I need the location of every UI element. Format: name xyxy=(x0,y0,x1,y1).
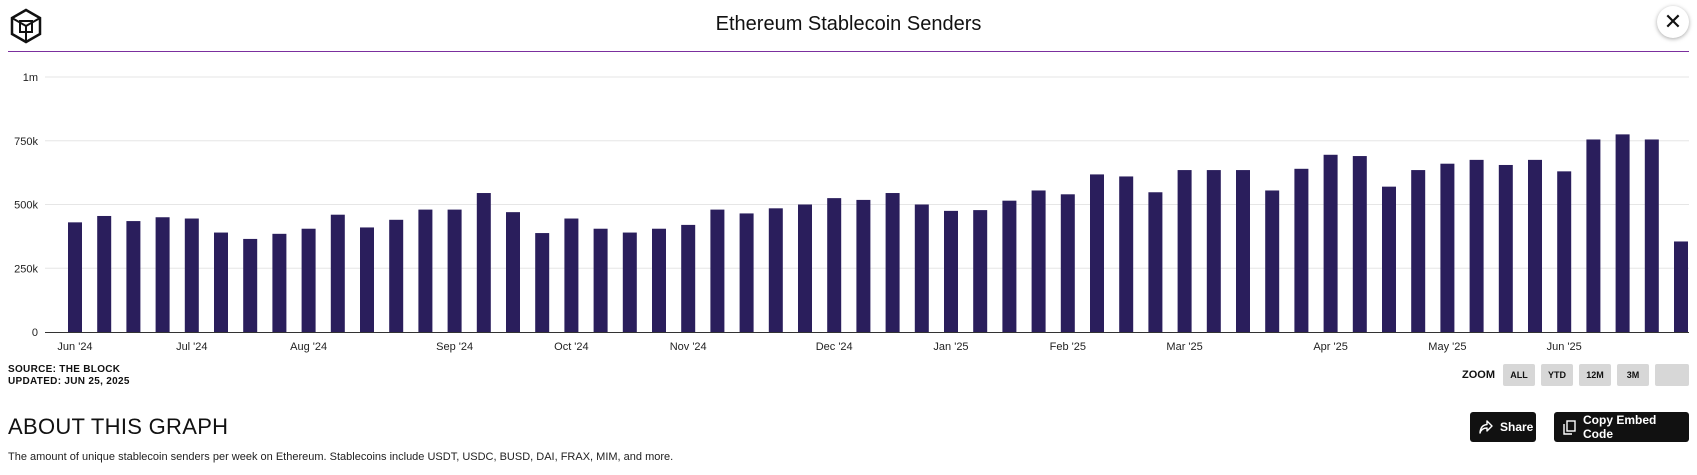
copy-embed-label: Copy Embed Code xyxy=(1583,413,1657,441)
bar[interactable] xyxy=(1031,190,1046,332)
bar[interactable] xyxy=(1090,174,1104,332)
share-icon xyxy=(1479,420,1493,434)
bar[interactable] xyxy=(1382,186,1396,332)
bar[interactable] xyxy=(1060,194,1075,332)
x-tick-label: Dec '24 xyxy=(816,341,853,353)
zoom-label: ZOOM xyxy=(1462,369,1495,381)
zoom-custom-button[interactable] xyxy=(1655,364,1689,386)
bar[interactable] xyxy=(798,204,812,333)
close-icon: ✕ xyxy=(1663,9,1683,34)
bar[interactable] xyxy=(126,221,141,332)
bar[interactable] xyxy=(1411,170,1426,332)
title-divider xyxy=(8,51,1689,52)
bar[interactable] xyxy=(739,213,754,332)
bar[interactable] xyxy=(360,227,374,332)
bar[interactable] xyxy=(155,217,170,332)
bar[interactable] xyxy=(768,208,783,332)
bar[interactable] xyxy=(1265,190,1280,332)
x-tick-label: Aug '24 xyxy=(290,341,327,353)
x-tick-label: Feb '25 xyxy=(1050,341,1086,353)
x-tick-label: Nov '24 xyxy=(670,341,707,353)
y-tick-label: 1m xyxy=(23,72,38,84)
y-tick-label: 250k xyxy=(14,263,38,275)
bar[interactable] xyxy=(68,222,82,332)
bar[interactable] xyxy=(1586,139,1601,332)
bar[interactable] xyxy=(418,209,433,332)
bar[interactable] xyxy=(1440,163,1455,332)
bar[interactable] xyxy=(447,209,462,332)
zoom-3m-button[interactable]: 3M xyxy=(1617,364,1649,386)
bar[interactable] xyxy=(856,199,871,332)
bar[interactable] xyxy=(827,198,842,332)
bar-chart: 0 250k 500k 750k 1m Jun '24 Jul '24 Aug '24 Sep … xyxy=(14,72,1689,353)
bar[interactable] xyxy=(885,193,900,332)
about-description: The amount of unique stablecoin senders … xyxy=(8,451,674,463)
bar[interactable] xyxy=(1002,200,1017,332)
about-title: ABOUT THIS GRAPH xyxy=(8,414,229,439)
bar[interactable] xyxy=(330,214,345,332)
x-tick-label: Jun '24 xyxy=(57,341,92,353)
bar[interactable] xyxy=(1352,156,1367,332)
bar[interactable] xyxy=(476,193,491,332)
bar[interactable] xyxy=(622,232,637,332)
bar[interactable] xyxy=(535,233,550,332)
bar[interactable] xyxy=(1236,170,1250,332)
bar[interactable] xyxy=(97,215,112,332)
zoom-controls: ZOOM ALL YTD 12M 3M xyxy=(1462,364,1689,386)
bar[interactable] xyxy=(243,238,258,332)
bar[interactable] xyxy=(944,210,958,332)
share-button[interactable]: Share xyxy=(1470,412,1536,442)
bar[interactable] xyxy=(506,212,520,332)
share-label: Share xyxy=(1500,420,1534,434)
bar[interactable] xyxy=(301,228,316,332)
bar[interactable] xyxy=(593,228,608,332)
x-tick-label: Oct '24 xyxy=(554,341,589,353)
bar[interactable] xyxy=(1323,154,1338,332)
zoom-12m-button[interactable]: 12M xyxy=(1579,364,1611,386)
bar[interactable] xyxy=(914,204,929,333)
bar[interactable] xyxy=(1498,164,1513,332)
bar[interactable] xyxy=(1674,241,1688,332)
bar[interactable] xyxy=(1528,159,1542,332)
copy-icon xyxy=(1563,419,1576,435)
bar[interactable] xyxy=(1206,170,1221,332)
x-tick-label: May '25 xyxy=(1428,341,1466,353)
bar[interactable] xyxy=(1615,134,1630,332)
bar[interactable] xyxy=(652,228,666,332)
bar[interactable] xyxy=(1119,176,1134,332)
bar[interactable] xyxy=(710,209,725,332)
x-tick-label: Jun '25 xyxy=(1547,341,1582,353)
bar[interactable] xyxy=(1469,159,1484,332)
source-label: SOURCE: THE BLOCK xyxy=(8,364,121,375)
x-tick-label: Sep '24 xyxy=(436,341,473,353)
y-tick-label: 750k xyxy=(14,136,38,148)
close-button[interactable]: ✕ xyxy=(1657,6,1689,38)
bar[interactable] xyxy=(1557,171,1572,332)
copy-embed-button[interactable]: Copy Embed Code xyxy=(1554,412,1689,442)
source-info: SOURCE: THE BLOCK UPDATED: JUN 25, 2025 xyxy=(8,364,130,388)
y-tick-label: 500k xyxy=(14,200,38,212)
x-tick-label: Jan '25 xyxy=(933,341,968,353)
the-block-logo[interactable] xyxy=(8,8,44,44)
zoom-ytd-button[interactable]: YTD xyxy=(1541,364,1573,386)
bar[interactable] xyxy=(272,233,287,332)
bar[interactable] xyxy=(214,232,228,332)
x-tick-label: Jul '24 xyxy=(176,341,207,353)
bar[interactable] xyxy=(973,210,988,332)
bar[interactable] xyxy=(1177,170,1192,332)
y-tick-label: 0 xyxy=(32,327,38,339)
bar[interactable] xyxy=(1148,192,1163,332)
bar[interactable] xyxy=(389,219,404,332)
bar[interactable] xyxy=(1644,139,1659,332)
bar[interactable] xyxy=(681,224,696,332)
zoom-all-button[interactable]: ALL xyxy=(1503,364,1535,386)
bar[interactable] xyxy=(184,218,199,332)
page-title: Ethereum Stablecoin Senders xyxy=(715,13,982,35)
x-tick-label: Apr '25 xyxy=(1313,341,1348,353)
bar[interactable] xyxy=(1294,168,1309,332)
bar[interactable] xyxy=(564,218,579,332)
updated-label: UPDATED: JUN 25, 2025 xyxy=(8,376,130,387)
x-tick-label: Mar '25 xyxy=(1166,341,1202,353)
